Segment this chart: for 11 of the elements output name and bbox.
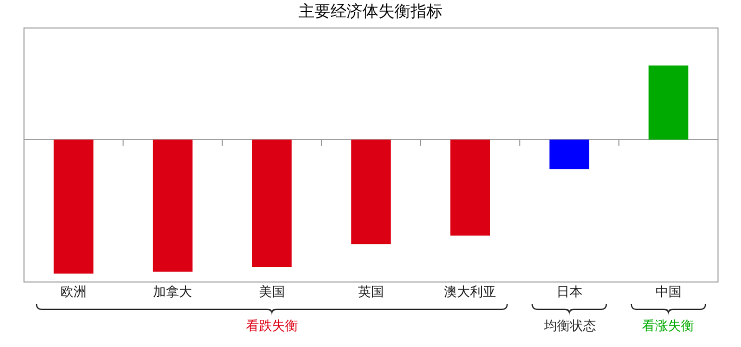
x-tick-label: 欧洲 [60, 285, 87, 300]
chart-title: 主要经济体失衡指标 [298, 1, 442, 20]
text: 均衡状态 [543, 319, 596, 334]
x-tick-label: 日本 [556, 285, 582, 300]
x-tick-label: 英国 [358, 285, 384, 300]
text: 看涨失衡 [642, 319, 694, 334]
text: 看跌失衡 [246, 319, 298, 334]
x-tick-label: 澳大利亚 [444, 285, 496, 300]
x-tick-label: 美国 [258, 284, 285, 300]
x-tick-label: 中国 [655, 285, 682, 300]
x-tick-label: 加拿大 [153, 285, 192, 300]
